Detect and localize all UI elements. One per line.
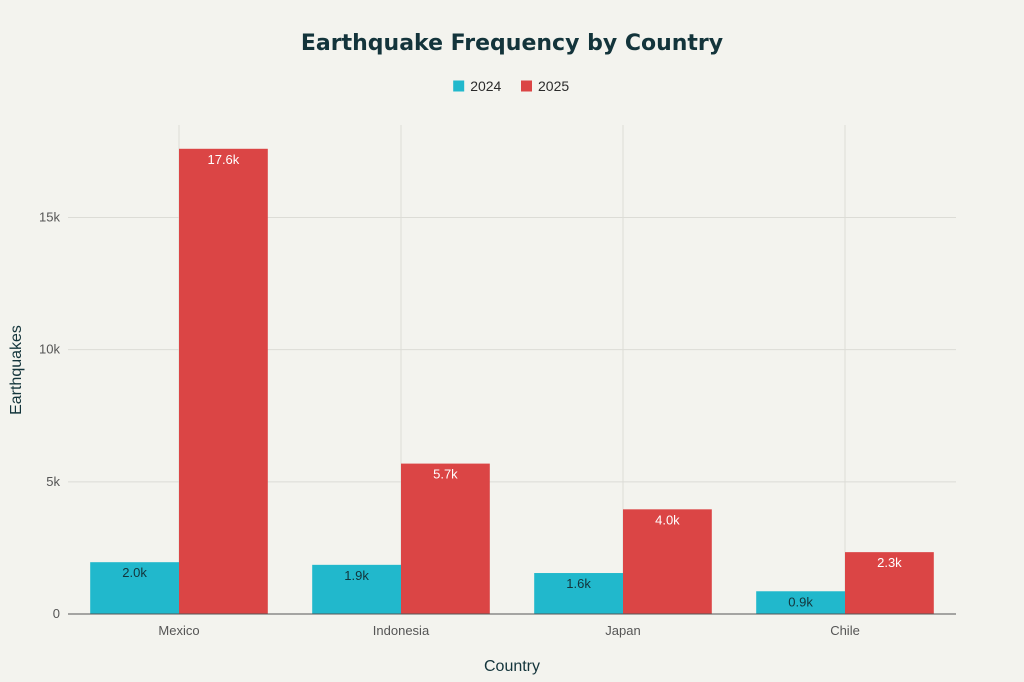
x-tick-label: Chile bbox=[830, 623, 860, 638]
x-tick-label: Japan bbox=[605, 623, 640, 638]
chart-title: Earthquake Frequency by Country bbox=[301, 31, 723, 56]
legend: 2024 2025 bbox=[453, 78, 569, 94]
bar-data-label: 2.0k bbox=[122, 565, 147, 580]
bars bbox=[90, 148, 934, 614]
bar-2025-indonesia bbox=[401, 463, 490, 614]
bar-labels: 2.0k 1.9k 1.6k 0.9k 17.6k 5.7k 4.0k 2.3k bbox=[122, 152, 902, 609]
bar-2025-mexico bbox=[179, 148, 268, 614]
legend-swatch bbox=[453, 80, 465, 92]
bar-2024-indonesia bbox=[312, 564, 401, 614]
x-axis-label: Country bbox=[484, 658, 540, 675]
legend-swatch bbox=[521, 80, 532, 92]
bar-2024-chile bbox=[756, 591, 845, 614]
x-tick-label: Mexico bbox=[158, 623, 199, 638]
bar-2025-chile bbox=[845, 552, 934, 614]
bar-2024-japan bbox=[534, 573, 623, 614]
bar-data-label: 2.3k bbox=[877, 555, 902, 570]
x-tick-label: Indonesia bbox=[373, 623, 430, 638]
y-axis-label: Earthquakes bbox=[8, 325, 25, 415]
legend-item-2025[interactable]: 2025 bbox=[521, 78, 569, 94]
bar-2025-japan bbox=[623, 509, 712, 614]
legend-label: 2024 bbox=[470, 78, 501, 94]
legend-item-2024[interactable]: 2024 bbox=[453, 78, 502, 94]
y-tick-label: 10k bbox=[39, 342, 60, 357]
bar-data-label: 1.6k bbox=[566, 576, 591, 591]
bar-data-label: 17.6k bbox=[207, 152, 239, 167]
y-tick-label: 5k bbox=[46, 474, 60, 489]
bar-data-label: 0.9k bbox=[788, 594, 813, 609]
bar-data-label: 1.9k bbox=[344, 568, 369, 583]
y-axis-ticks: 0 5k 10k 15k bbox=[39, 210, 60, 621]
y-tick-label: 15k bbox=[39, 210, 60, 225]
bar-data-label: 5.7k bbox=[433, 467, 458, 482]
bar-data-label: 4.0k bbox=[655, 512, 680, 527]
bar-2024-mexico bbox=[90, 562, 179, 614]
legend-label: 2025 bbox=[538, 78, 569, 94]
x-axis-ticks: Mexico Indonesia Japan Chile bbox=[158, 623, 859, 638]
y-tick-label: 0 bbox=[53, 606, 60, 621]
